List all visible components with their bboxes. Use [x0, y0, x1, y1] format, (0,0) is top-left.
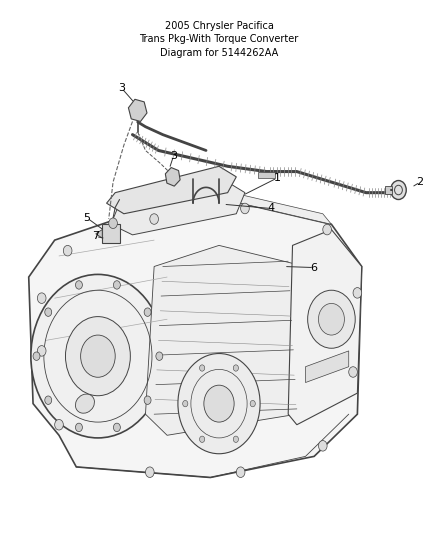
Text: 1: 1 — [274, 173, 281, 183]
Circle shape — [391, 181, 406, 199]
Circle shape — [240, 203, 249, 214]
Circle shape — [144, 396, 151, 405]
Circle shape — [349, 367, 357, 377]
Circle shape — [145, 467, 154, 478]
Circle shape — [75, 423, 82, 432]
Polygon shape — [29, 203, 362, 478]
Circle shape — [109, 218, 117, 229]
Circle shape — [353, 288, 362, 298]
Ellipse shape — [75, 394, 95, 413]
Circle shape — [183, 400, 188, 407]
Circle shape — [178, 353, 260, 454]
Circle shape — [144, 308, 151, 317]
Circle shape — [156, 352, 163, 360]
Text: 6: 6 — [311, 263, 318, 272]
Circle shape — [75, 281, 82, 289]
Circle shape — [307, 290, 355, 348]
Polygon shape — [124, 192, 332, 224]
Circle shape — [323, 224, 332, 235]
Circle shape — [37, 345, 46, 356]
Circle shape — [250, 400, 255, 407]
Circle shape — [236, 467, 245, 478]
Circle shape — [233, 436, 238, 442]
Circle shape — [318, 303, 344, 335]
Circle shape — [113, 281, 120, 289]
Text: 2: 2 — [417, 177, 424, 187]
Circle shape — [200, 365, 205, 371]
Polygon shape — [305, 351, 349, 383]
Text: 7: 7 — [92, 231, 99, 241]
Polygon shape — [288, 230, 362, 425]
Polygon shape — [111, 182, 245, 235]
Polygon shape — [258, 172, 275, 179]
Circle shape — [233, 365, 238, 371]
Circle shape — [318, 441, 327, 451]
Circle shape — [55, 419, 64, 430]
Circle shape — [37, 293, 46, 303]
Circle shape — [45, 308, 52, 317]
Polygon shape — [96, 230, 102, 238]
Polygon shape — [145, 245, 305, 435]
Text: 3: 3 — [170, 151, 177, 161]
Circle shape — [200, 436, 205, 442]
Text: 4: 4 — [267, 204, 275, 214]
Polygon shape — [102, 224, 120, 243]
Circle shape — [204, 385, 234, 422]
Circle shape — [113, 423, 120, 432]
Circle shape — [66, 317, 131, 395]
Text: 5: 5 — [84, 213, 91, 223]
Circle shape — [150, 214, 159, 224]
Circle shape — [31, 274, 165, 438]
Circle shape — [33, 352, 40, 360]
Polygon shape — [106, 166, 236, 214]
Text: 3: 3 — [118, 83, 125, 93]
Polygon shape — [385, 187, 392, 193]
Circle shape — [45, 396, 52, 405]
Circle shape — [64, 245, 72, 256]
Text: 2005 Chrysler Pacifica
Trans Pkg-With Torque Converter
Diagram for 5144262AA: 2005 Chrysler Pacifica Trans Pkg-With To… — [139, 21, 299, 58]
Circle shape — [81, 335, 115, 377]
